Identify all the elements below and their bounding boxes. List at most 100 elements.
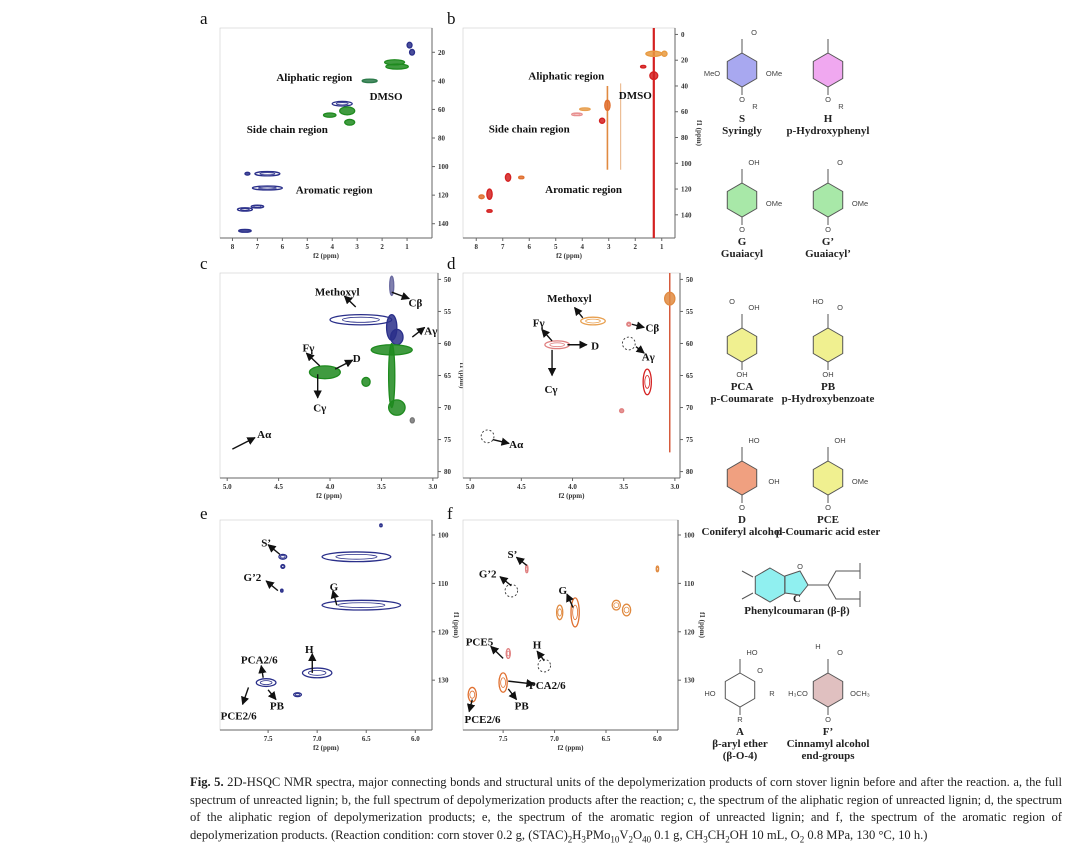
annotation-label: D <box>353 353 361 365</box>
nmr-peak <box>344 118 356 126</box>
y-tick-label: 40 <box>681 82 689 90</box>
caption-subscript: 2 <box>567 834 573 845</box>
nmr-peak <box>408 48 416 56</box>
y-tick-label: 70 <box>686 404 694 412</box>
structure-a-unit: HO HO R R O Aβ-aryl ether(β-O-4) <box>704 648 775 762</box>
annotation-label: G’2 <box>479 569 497 581</box>
panel-label: f <box>447 504 453 523</box>
nmr-peak <box>244 171 251 176</box>
structure-name: β-aryl ether <box>712 738 768 750</box>
y-tick-label: 60 <box>438 106 446 114</box>
annotation-label: H <box>533 639 542 651</box>
structure-name: Syringly <box>722 125 762 137</box>
annotation-label: Aγ <box>642 351 655 363</box>
structure-name: p-Hydroxybenzoate <box>782 393 875 405</box>
benzene-ring <box>726 327 758 363</box>
y-tick-label: 50 <box>444 276 452 284</box>
annotation-arrow <box>541 328 553 342</box>
annotation-label: Aα <box>257 429 272 441</box>
structure-code: A <box>736 726 744 738</box>
panel-label: a <box>200 9 208 28</box>
annotation-arrow <box>330 589 339 606</box>
y-tick-label: 130 <box>684 677 695 685</box>
nmr-peak <box>626 321 632 327</box>
x-tick-label: 8 <box>231 243 235 251</box>
x-axis-label: f2 (ppm) <box>558 744 585 752</box>
y-axis-label: f1 (ppm) <box>698 612 706 639</box>
annotation-label: H <box>305 644 314 656</box>
substituent-label: OH <box>834 436 845 445</box>
x-tick-label: 1 <box>405 243 409 251</box>
y-tick-label: 140 <box>438 220 449 228</box>
nmr-peak-contour <box>557 608 562 617</box>
nmr-peak <box>321 599 402 611</box>
annotation-label: Cβ <box>409 297 423 309</box>
x-tick-label: 4.5 <box>274 483 283 491</box>
x-tick-label: 7.5 <box>264 735 273 743</box>
substituent-label: MeO <box>704 69 720 78</box>
structure-code: PB <box>821 381 836 393</box>
substituent-label: H <box>815 642 820 651</box>
caption-subscript: 2 <box>628 834 634 845</box>
y-tick-label: 100 <box>438 163 449 171</box>
substituent-label: O <box>751 28 757 37</box>
annotation-arrow <box>258 664 267 678</box>
substituent-label: R <box>752 102 758 111</box>
nmr-peak-contour <box>613 602 620 608</box>
nmr-peak <box>486 188 493 200</box>
caption-subscript: 3 <box>703 834 708 845</box>
annotation-label: DMSO <box>370 91 403 103</box>
substituent-label: OMe <box>852 477 868 486</box>
nmr-peak <box>570 597 580 628</box>
panel-d: d 5.0 4.5 4.0 3.5 3.0 50 55 60 65 70 75 80 f2 (ppm) Me… <box>447 254 694 500</box>
annotation-label: Fγ <box>302 342 314 354</box>
x-axis-label: f2 (ppm) <box>556 252 583 260</box>
nmr-peak <box>292 692 303 698</box>
nmr-peak <box>321 551 392 563</box>
nmr-peak <box>639 64 647 69</box>
y-tick-label: 110 <box>438 580 449 588</box>
benzene-ring <box>726 52 758 88</box>
y-tick-label: 100 <box>438 532 449 540</box>
nmr-peak-contour <box>644 375 651 389</box>
x-tick-label: 7.0 <box>313 735 322 743</box>
nmr-peak <box>361 78 378 84</box>
annotation-label: Cβ <box>645 322 659 334</box>
nmr-peak <box>406 41 413 49</box>
y-tick-label: 120 <box>438 192 449 200</box>
caption-segment: 0.8 MPa, 130 °C, 10 h.) <box>804 827 928 842</box>
annotation-label: PCE5 <box>466 636 494 648</box>
structure-name: Guaiacyl <box>721 248 763 260</box>
annotation-arrow <box>305 352 321 367</box>
structure-code: H <box>824 113 833 125</box>
y-tick-label: 60 <box>444 340 452 348</box>
annotation-label: PB <box>270 700 285 712</box>
nmr-peak <box>663 291 676 306</box>
nmr-peak <box>385 63 409 70</box>
x-tick-label: 6 <box>281 243 285 251</box>
structure-pb-unit: OH O HO PBp-Hydroxybenzoate <box>782 297 875 405</box>
y-tick-label: 65 <box>444 372 452 380</box>
annotation-label: Aα <box>509 439 524 451</box>
y-tick-label: 50 <box>686 276 694 284</box>
x-tick-label: 3 <box>607 243 611 251</box>
benzene-ring <box>726 182 758 218</box>
nmr-peak-contour <box>280 555 286 559</box>
structure-code: S <box>739 113 745 125</box>
nmr-peak <box>308 365 341 380</box>
plot-area <box>219 519 433 731</box>
nmr-peak-contour <box>240 208 250 211</box>
y-tick-label: 100 <box>681 160 692 168</box>
caption-segment: CH <box>707 827 726 842</box>
annotation-arrow <box>411 326 426 338</box>
nmr-peak-contour <box>585 318 601 324</box>
caption-segment: 2D-HSQC NMR spectra, major connecting bo… <box>190 775 1063 842</box>
annotation-label: G’2 <box>244 572 262 584</box>
substituent-label: H₃CO <box>788 689 808 698</box>
x-tick-label: 3.0 <box>671 483 680 491</box>
